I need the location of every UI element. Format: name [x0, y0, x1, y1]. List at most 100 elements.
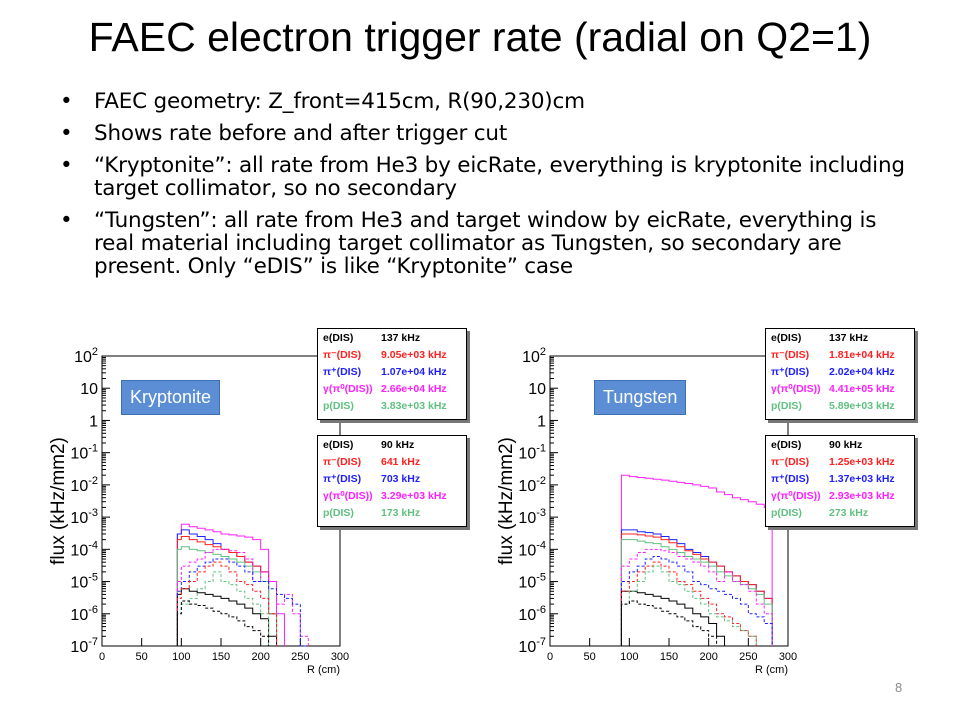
legend-entry-name: π⁻(DIS): [771, 455, 810, 468]
legend-entry: e(DIS) 90 kHz: [318, 436, 466, 453]
legend-entry-value: 90 kHz: [829, 438, 863, 451]
bullet-item: • “Kryptonite”: all rate from He3 by eicR…: [60, 154, 920, 200]
legend-entry: γ(π⁰(DIS)) 4.41e+05 kHz: [766, 380, 914, 397]
y-tick-label: 10-3: [70, 507, 98, 527]
bullet-text: Shows rate before and after trigger cut: [94, 121, 508, 146]
legend-entry-name: π⁺(DIS): [771, 365, 810, 378]
legend-entry-name: e(DIS): [323, 438, 354, 451]
legend-entry: π⁻(DIS) 1.81e+04 kHz: [766, 346, 914, 363]
legend-after-cut: e(DIS) 90 kHz π⁻(DIS) 641 kHz π⁺(DIS) 703 kHz…: [317, 435, 467, 527]
x-tick-label: 250: [291, 651, 309, 663]
legend-entry-value: 173 kHz: [381, 506, 421, 519]
legend-entry: p(DIS) 5.89e+03 kHz: [766, 397, 914, 414]
x-tick-label: 250: [739, 651, 757, 663]
legend-entry-value: 4.41e+05 kHz: [829, 382, 895, 395]
legend-entry-name: π⁺(DIS): [323, 472, 362, 485]
legend-entry-name: π⁻(DIS): [323, 455, 362, 468]
y-tick-label: 10-6: [70, 604, 98, 624]
series-line: [620, 474, 773, 646]
legend-entry-value: 703 kHz: [381, 472, 421, 485]
x-tick-label: 200: [251, 651, 269, 663]
legend-entry-value: 2.02e+04 kHz: [829, 365, 895, 378]
legend-entry-value: 2.93e+03 kHz: [829, 489, 895, 502]
series-line: [176, 600, 270, 646]
bullet-text: “Tungsten”: all rate from He3 and target…: [94, 208, 877, 279]
series-line: [176, 571, 270, 646]
y-tick-label: 10-1: [518, 443, 546, 463]
legend-entry: e(DIS) 137 kHz: [766, 329, 914, 346]
legend-entry: π⁺(DIS) 703 kHz: [318, 470, 466, 487]
x-tick-label: 0: [547, 651, 553, 663]
series-line: [176, 561, 278, 646]
legend-entry-value: 1.81e+04 kHz: [829, 348, 895, 361]
bullet-text: FAEC geometry: Z_front=415cm, R(90,230)c…: [94, 89, 585, 114]
y-tick-label: 10-4: [70, 539, 98, 559]
bullet-dot: •: [60, 153, 73, 178]
bullet-dot: •: [60, 208, 73, 233]
legend-entry: π⁻(DIS) 9.05e+03 kHz: [318, 346, 466, 363]
legend-entry: e(DIS) 137 kHz: [318, 329, 466, 346]
y-tick-label: 102: [74, 346, 98, 366]
legend-before-cut: e(DIS) 137 kHz π⁻(DIS) 9.05e+03 kHz π⁺(DIS) 1…: [317, 328, 467, 420]
legend-entry-value: 137 kHz: [829, 331, 869, 344]
series-line: [620, 555, 773, 646]
kryptonite-plot: 10-7 10-6 10-5 10-4 10-3 10-2 10-1 1 10 102 0 50 100…: [48, 325, 467, 676]
bullet-item: • “Tungsten”: all rate from He3 and targe…: [60, 209, 920, 278]
x-tick-label: 150: [660, 651, 678, 663]
legend-entry-value: 1.37e+03 kHz: [829, 472, 895, 485]
tungsten-tag: Tungsten: [594, 380, 687, 415]
x-tick-label: 100: [172, 651, 190, 663]
legend-entry-value: 137 kHz: [381, 331, 421, 344]
x-tick-label: 100: [620, 651, 638, 663]
legend-entry-value: 2.66e+04 kHz: [381, 382, 447, 395]
legend-entry-name: γ(π⁰(DIS)): [323, 489, 373, 502]
series-line: [176, 523, 285, 646]
legend-entry: γ(π⁰(DIS)) 3.29e+03 kHz: [318, 487, 466, 504]
slide-title: FAEC electron trigger rate (radial on Q2…: [88, 14, 872, 60]
x-axis-label: R (cm): [307, 664, 340, 676]
legend-entry-name: p(DIS): [323, 399, 354, 412]
legend-entry-name: γ(π⁰(DIS)): [771, 382, 821, 395]
series-line: [176, 558, 309, 647]
bullet-item: • Shows rate before and after trigger cut: [60, 122, 920, 145]
legend-entry-name: γ(π⁰(DIS)): [771, 489, 821, 502]
legend-entry: π⁻(DIS) 641 kHz: [318, 453, 466, 470]
legend-entry-name: p(DIS): [771, 506, 802, 519]
legend-entry-name: π⁻(DIS): [323, 348, 362, 361]
legend-entry-value: 1.25e+03 kHz: [829, 455, 895, 468]
y-tick-label: 10-5: [518, 572, 546, 592]
legend-entry-name: p(DIS): [771, 399, 802, 412]
x-tick-label: 200: [699, 651, 717, 663]
y-axis-label: flux (kHz/mm2): [48, 437, 69, 565]
legend-entry-name: e(DIS): [771, 438, 802, 451]
y-tick-label: 10-7: [518, 636, 546, 656]
series-line: [620, 590, 726, 646]
y-tick-label: 10-1: [70, 443, 98, 463]
tungsten-plot: 10-7 10-6 10-5 10-4 10-3 10-2 10-1 1 10 102 0 50 100…: [496, 325, 915, 676]
legend-entry: p(DIS) 173 kHz: [318, 504, 466, 521]
legend-entry-value: 641 kHz: [381, 455, 421, 468]
y-tick-label: 10-6: [518, 604, 546, 624]
legend-entry-name: π⁺(DIS): [323, 365, 362, 378]
legend-entry: π⁺(DIS) 1.07e+04 kHz: [318, 363, 466, 380]
x-tick-label: 300: [331, 651, 349, 663]
legend-entry-value: 90 kHz: [381, 438, 415, 451]
legend-entry-name: p(DIS): [323, 506, 354, 519]
bullet-item: • FAEC geometry: Z_front=415cm, R(90,230)…: [60, 90, 920, 113]
series-line: [176, 536, 278, 646]
series-line: [176, 588, 278, 646]
series-line: [620, 561, 757, 646]
kryptonite-plot-svg: 10-7 10-6 10-5 10-4 10-3 10-2 10-1 1 10 102 0 50 100…: [48, 346, 349, 676]
legend-entry-value: 5.89e+03 kHz: [829, 399, 895, 412]
y-tick-label: 10: [528, 381, 546, 398]
y-tick-label: 10: [80, 381, 98, 398]
bullet-list: • FAEC geometry: Z_front=415cm, R(90,230)…: [60, 90, 920, 287]
legend-entry-value: 3.29e+03 kHz: [381, 489, 447, 502]
x-axis-label: R (cm): [755, 664, 788, 676]
y-tick-label: 10-7: [70, 636, 98, 656]
legend-entry-value: 3.83e+03 kHz: [381, 399, 447, 412]
legend-entry-value: 273 kHz: [829, 506, 869, 519]
legend-entry: γ(π⁰(DIS)) 2.66e+04 kHz: [318, 380, 466, 397]
legend-entry: π⁻(DIS) 1.25e+03 kHz: [766, 453, 914, 470]
y-tick-label: 1: [537, 413, 546, 430]
